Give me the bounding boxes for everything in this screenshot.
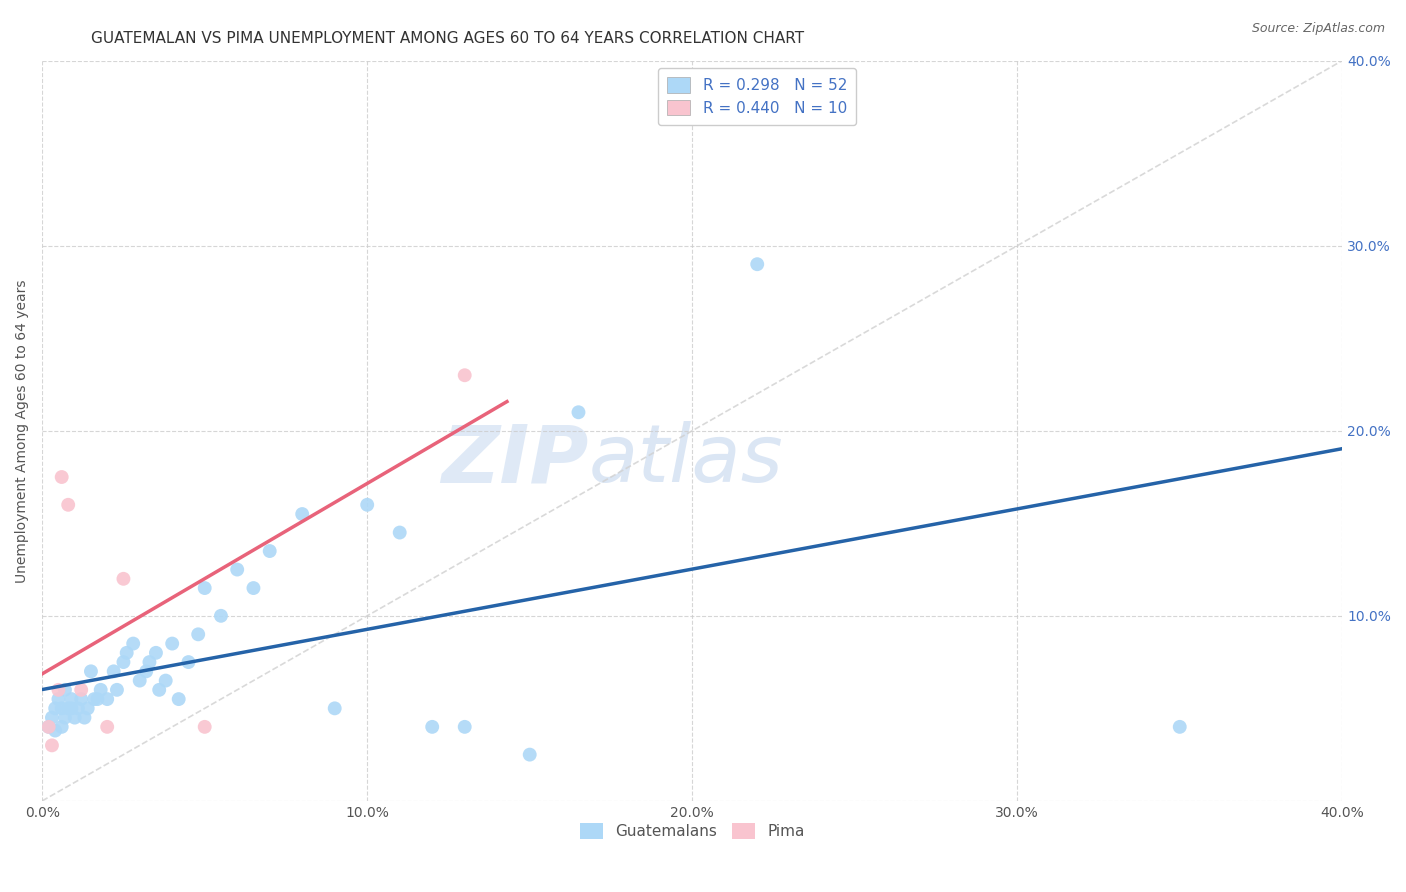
Point bbox=[48, 692, 70, 706]
Point bbox=[388, 525, 411, 540]
Point bbox=[454, 720, 477, 734]
Point bbox=[454, 368, 477, 383]
Point bbox=[51, 720, 73, 734]
Point bbox=[112, 572, 135, 586]
Point bbox=[128, 673, 150, 688]
Point bbox=[160, 637, 183, 651]
Point bbox=[145, 646, 167, 660]
Point bbox=[70, 692, 93, 706]
Point bbox=[187, 627, 209, 641]
Point bbox=[96, 692, 118, 706]
Point bbox=[63, 710, 86, 724]
Point bbox=[86, 692, 108, 706]
Point bbox=[58, 498, 80, 512]
Point bbox=[194, 720, 217, 734]
Point bbox=[105, 682, 128, 697]
Point bbox=[96, 720, 118, 734]
Point bbox=[242, 581, 264, 595]
Point bbox=[48, 682, 70, 697]
Point bbox=[53, 710, 76, 724]
Point bbox=[112, 655, 135, 669]
Point bbox=[51, 701, 73, 715]
Point bbox=[80, 665, 103, 679]
Point bbox=[194, 581, 217, 595]
Point bbox=[66, 701, 89, 715]
Point bbox=[73, 710, 96, 724]
Point bbox=[76, 701, 98, 715]
Point bbox=[90, 682, 112, 697]
Text: GUATEMALAN VS PIMA UNEMPLOYMENT AMONG AGES 60 TO 64 YEARS CORRELATION CHART: GUATEMALAN VS PIMA UNEMPLOYMENT AMONG AG… bbox=[91, 31, 804, 46]
Point bbox=[148, 682, 170, 697]
Point bbox=[38, 720, 60, 734]
Point bbox=[567, 405, 589, 419]
Point bbox=[519, 747, 541, 762]
Point bbox=[70, 682, 93, 697]
Point bbox=[291, 507, 314, 521]
Point bbox=[60, 701, 83, 715]
Point bbox=[58, 701, 80, 715]
Point bbox=[41, 710, 63, 724]
Legend: Guatemalans, Pima: Guatemalans, Pima bbox=[574, 817, 811, 845]
Point bbox=[44, 723, 66, 738]
Point bbox=[356, 498, 378, 512]
Point bbox=[41, 739, 63, 753]
Point bbox=[115, 646, 138, 660]
Point bbox=[44, 701, 66, 715]
Point bbox=[60, 692, 83, 706]
Point bbox=[38, 720, 60, 734]
Point bbox=[122, 637, 145, 651]
Point bbox=[135, 665, 157, 679]
Point bbox=[103, 665, 125, 679]
Point bbox=[167, 692, 190, 706]
Point bbox=[323, 701, 346, 715]
Point bbox=[209, 608, 232, 623]
Point bbox=[226, 563, 249, 577]
Point bbox=[53, 682, 76, 697]
Point bbox=[420, 720, 443, 734]
Text: ZIP: ZIP bbox=[441, 421, 588, 500]
Text: atlas: atlas bbox=[588, 421, 783, 500]
Point bbox=[138, 655, 160, 669]
Point bbox=[155, 673, 177, 688]
Y-axis label: Unemployment Among Ages 60 to 64 years: Unemployment Among Ages 60 to 64 years bbox=[15, 279, 30, 582]
Point bbox=[747, 257, 769, 271]
Point bbox=[1168, 720, 1191, 734]
Point bbox=[259, 544, 281, 558]
Point bbox=[177, 655, 200, 669]
Point bbox=[83, 692, 105, 706]
Point bbox=[51, 470, 73, 484]
Text: Source: ZipAtlas.com: Source: ZipAtlas.com bbox=[1251, 22, 1385, 36]
